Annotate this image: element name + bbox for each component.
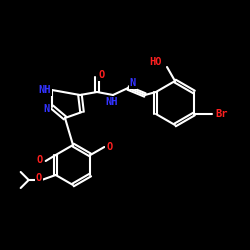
Text: HO: HO (150, 57, 162, 67)
Text: O: O (36, 155, 43, 165)
Text: O: O (106, 142, 112, 152)
Text: N: N (130, 78, 136, 88)
Text: Br: Br (216, 109, 228, 119)
Text: NH: NH (106, 97, 118, 107)
Text: NH: NH (39, 85, 51, 95)
Text: O: O (99, 70, 105, 80)
Text: O: O (36, 173, 42, 183)
Text: N: N (44, 104, 50, 114)
